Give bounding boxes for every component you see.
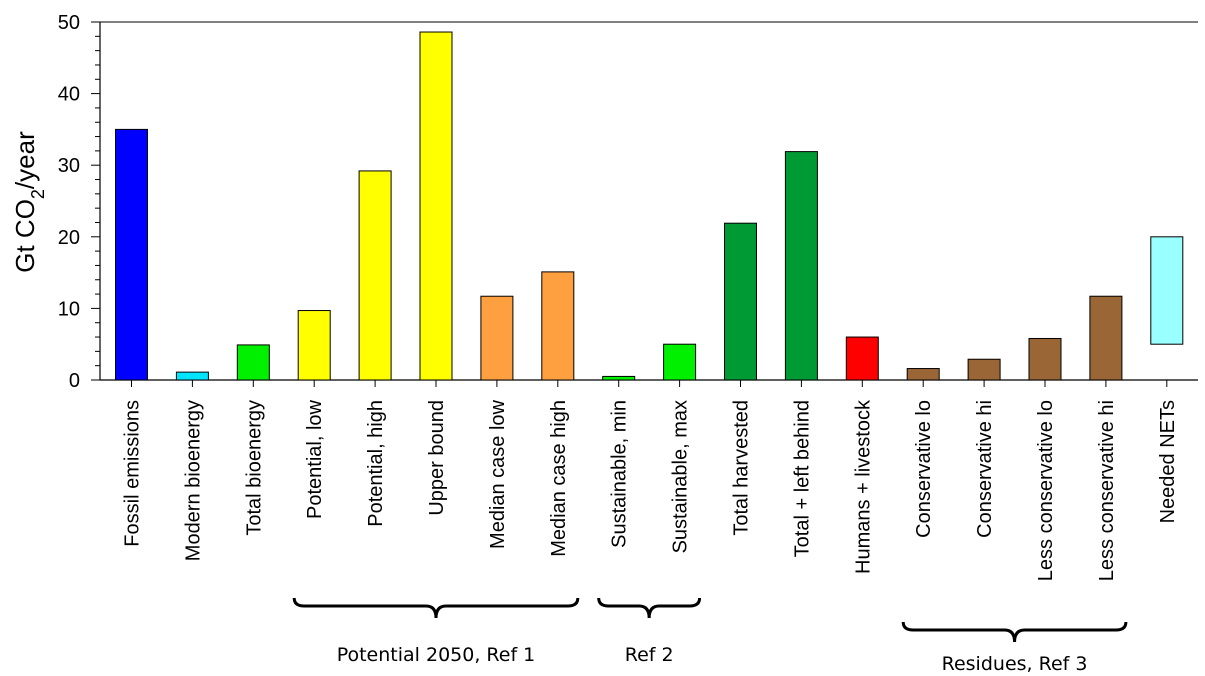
x-tick-label: Less conservative lo [1035,400,1057,581]
bar-sustainable-max [663,343,697,381]
y-tick-label: 10 [58,298,80,320]
bar-total-bioenergy [236,344,270,381]
bar-potential-high [358,170,392,381]
y-tick-label: 30 [58,155,80,177]
x-tick-label: Sustainable, max [670,400,692,553]
bar-needed-nets [1150,236,1184,345]
x-tick-label: Needed NETs [1157,400,1179,523]
y-axis-label-subscript: 2 [28,189,48,199]
group-label: Residues, Ref 3 [942,653,1088,675]
y-tick-labels: 0 10 20 30 40 50 [58,12,80,392]
x-tick-label: Median case high [548,400,570,557]
bar-median-case-high [541,271,575,381]
group-brace [597,597,702,619]
bar-less-conservative-lo [1028,337,1062,381]
bar-median-case-low [480,295,514,381]
x-tick-label: Total bioenergy [243,400,265,536]
y-axis-label: Gt CO2/year [10,131,48,273]
x-tick-label: Conservative lo [913,400,935,538]
group-brace [901,621,1128,643]
x-tick-label: Modern bioenergy [182,400,204,561]
y-axis-label-main: Gt CO [10,199,40,273]
x-tick-label: Potential, low [304,399,326,519]
bar-potential-low [297,310,331,381]
chart-bars [115,31,1184,381]
x-tick-label: Fossil emissions [122,400,144,547]
y-tick-label: 20 [58,227,80,249]
bar-total-left-behind [784,151,818,381]
x-tick-label: Total harvested [731,400,753,536]
bar-conservative-hi [967,358,1001,381]
bar-total-harvested [724,222,757,381]
group-label: Potential 2050, Ref 1 [337,644,536,666]
bar-humans-livestock [845,336,879,381]
bar-conservative-lo [906,368,940,381]
x-tick-label: Less conservative hi [1096,400,1118,581]
bar-upper-bound [419,31,453,381]
x-category-labels: Fossil emissions Modern bioenergy Total bi… [122,399,1179,581]
group-label: Ref 2 [625,644,674,666]
x-tick-label: Median case low [487,399,509,549]
bar-sustainable-min [602,375,636,381]
y-tick-label: 0 [69,370,80,392]
x-tick-label: Conservative hi [974,400,996,538]
x-tick-label: Upper bound [426,400,448,516]
x-tick-label: Sustainable, min [609,400,631,548]
y-axis-label-suffix: /year [10,131,40,189]
y-tick-label: 40 [58,84,80,106]
x-tick-label: Potential, high [365,400,387,527]
x-tick-label: Total + left behind [791,400,813,557]
bar-less-conservative-hi [1089,295,1123,381]
x-tick-label: Humans + livestock [852,399,874,574]
chart-axes [91,21,1198,387]
bar-fossil-emissions [115,128,148,381]
group-brackets: Potential 2050, Ref 1 Ref 2 Residues, Ref … [292,597,1128,675]
y-tick-label: 50 [58,12,80,34]
bar-modern-bioenergy [175,371,209,381]
group-brace [292,597,580,619]
